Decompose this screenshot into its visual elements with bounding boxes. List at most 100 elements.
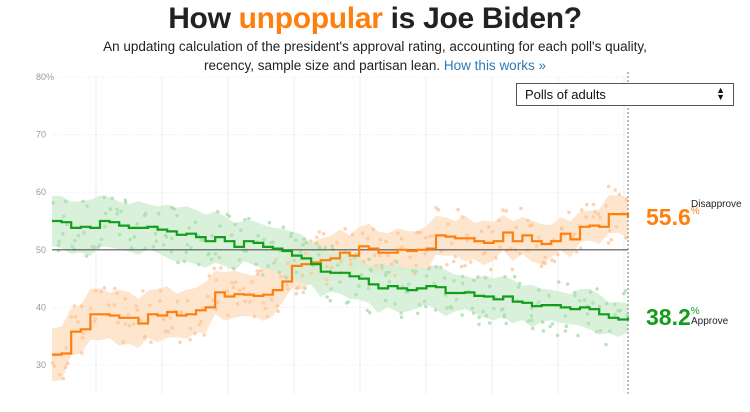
poll-dot — [113, 286, 117, 291]
poll-dot — [497, 218, 502, 223]
poll-dot — [484, 313, 489, 318]
poll-dot — [422, 299, 427, 304]
poll-dot — [230, 280, 235, 285]
poll-dot — [286, 261, 290, 265]
poll-dot — [368, 267, 373, 272]
poll-dot — [516, 285, 521, 289]
poll-dot — [607, 228, 612, 233]
poll-dot — [81, 199, 85, 204]
poll-dot — [460, 281, 465, 286]
poll-dot — [585, 312, 590, 316]
poll-dot — [360, 231, 365, 236]
poll-dot — [243, 299, 247, 304]
poll-dot — [414, 269, 418, 274]
poll-dot — [123, 200, 128, 205]
poll-dot — [84, 254, 89, 258]
poll-dot — [274, 257, 278, 262]
poll-dot — [357, 284, 361, 289]
poll-dot — [254, 262, 258, 266]
poll-dot — [56, 243, 61, 247]
poll-dot — [512, 274, 517, 279]
poll-dot — [151, 244, 156, 249]
poll-dot — [233, 222, 237, 227]
poll-dot — [63, 199, 68, 204]
poll-dot — [526, 218, 530, 223]
poll-dot — [368, 310, 372, 315]
poll-dot — [213, 252, 218, 256]
poll-dot — [498, 245, 502, 249]
poll-type-select[interactable]: Polls of adults ▲ ▼ — [516, 83, 734, 106]
poll-dot — [65, 361, 70, 366]
poll-dot — [259, 268, 263, 273]
poll-dot — [470, 306, 475, 311]
poll-dot — [453, 254, 458, 259]
poll-dot — [294, 270, 299, 275]
poll-dot — [576, 333, 580, 338]
poll-dot — [294, 291, 299, 296]
poll-dot — [225, 289, 230, 293]
poll-dot — [185, 298, 190, 303]
poll-dot — [300, 273, 305, 278]
poll-dot — [176, 260, 180, 265]
poll-dot — [492, 306, 496, 311]
poll-dot — [411, 269, 415, 273]
poll-dot — [594, 330, 599, 334]
poll-dot — [161, 243, 166, 247]
poll-dot — [170, 326, 174, 330]
poll-dot — [547, 293, 551, 298]
poll-dot — [336, 263, 340, 267]
poll-dot — [217, 255, 222, 260]
poll-dot — [540, 320, 545, 324]
title-highlight: unpopular — [238, 2, 383, 35]
poll-dot — [609, 237, 614, 242]
poll-dot — [598, 215, 602, 220]
poll-dot — [52, 364, 56, 368]
poll-dot — [608, 329, 612, 334]
poll-dot — [452, 278, 456, 283]
poll-dot — [559, 226, 564, 230]
poll-dot — [483, 250, 488, 255]
poll-dot — [442, 276, 447, 280]
poll-dot — [530, 326, 535, 331]
poll-dot — [143, 334, 147, 339]
poll-dot — [329, 287, 333, 291]
subtitle-line-2-text: recency, sample size and partisan lean. — [204, 58, 441, 73]
poll-dot — [555, 333, 560, 338]
poll-dot — [70, 244, 75, 249]
poll-dot — [604, 342, 608, 347]
poll-dot — [354, 292, 358, 297]
poll-dot — [534, 244, 539, 248]
poll-dot — [541, 261, 545, 265]
poll-dot — [502, 313, 507, 317]
poll-dot — [329, 266, 334, 270]
poll-dot — [321, 232, 326, 236]
how-this-works-link[interactable]: How this works » — [443, 58, 546, 73]
poll-dot — [317, 230, 322, 234]
poll-dot — [548, 324, 552, 329]
poll-dot — [103, 211, 108, 216]
poll-dot — [325, 264, 329, 269]
poll-dot — [586, 321, 591, 326]
poll-dot — [366, 236, 370, 241]
poll-dot — [386, 253, 390, 258]
poll-dot — [395, 260, 399, 264]
poll-dot — [123, 322, 128, 326]
poll-dot — [564, 324, 569, 329]
poll-dot — [595, 287, 599, 291]
poll-dot — [623, 289, 628, 293]
subtitle: An updating calculation of the president… — [0, 37, 750, 75]
poll-dot — [393, 273, 398, 278]
poll-dot — [536, 288, 541, 293]
poll-dot — [99, 237, 104, 242]
poll-dot — [266, 264, 271, 268]
poll-dot — [584, 215, 588, 219]
poll-dot — [624, 197, 628, 202]
poll-dot — [103, 224, 107, 229]
poll-dot — [417, 302, 422, 307]
poll-dot — [302, 237, 306, 241]
poll-dot — [229, 233, 234, 237]
poll-dot — [218, 224, 222, 228]
y-tick-label: 40 — [36, 302, 46, 312]
poll-dot — [571, 235, 575, 240]
poll-dot — [112, 303, 117, 307]
